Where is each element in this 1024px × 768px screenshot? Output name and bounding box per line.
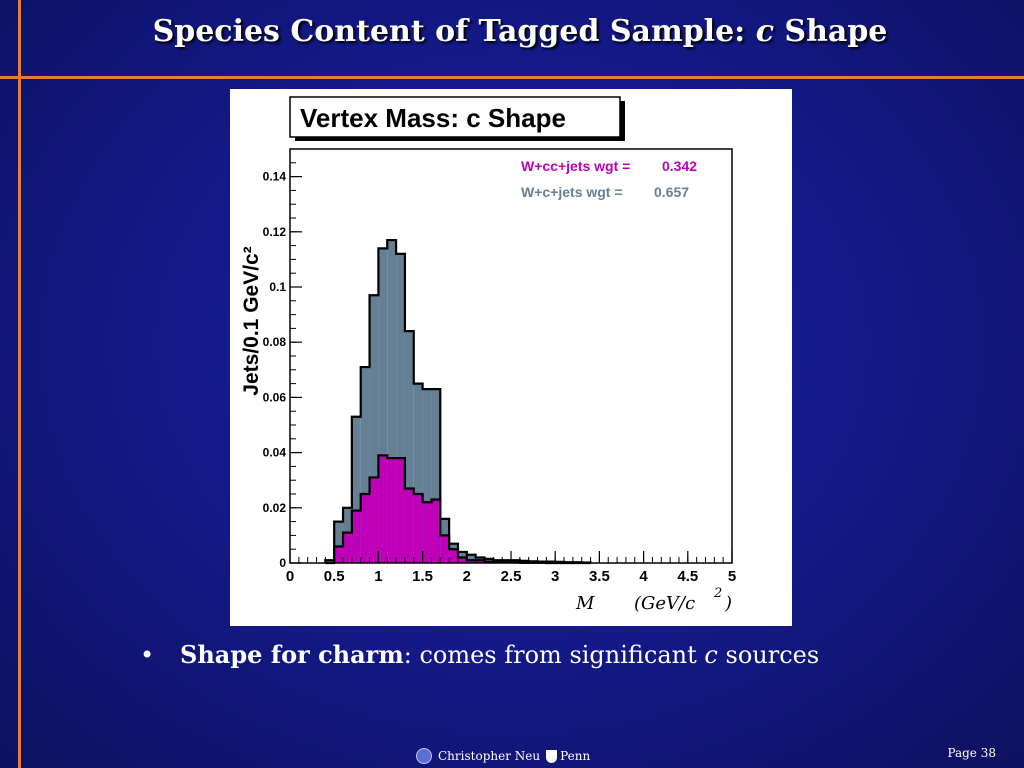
- y-tick-label: 0.04: [263, 446, 287, 460]
- legend-c-label: W+c+jets wgt =: [521, 184, 623, 200]
- cc-bin: [457, 557, 467, 563]
- total-bin: [413, 383, 423, 563]
- y-tick-label: 0.14: [263, 170, 287, 184]
- cc-bin: [422, 502, 432, 563]
- legend-cc-label: W+cc+jets wgt =: [521, 158, 630, 174]
- cc-bin: [396, 458, 405, 563]
- page-number: Page 38: [947, 746, 996, 760]
- cc-bin: [351, 510, 361, 563]
- cc-histogram: [325, 454, 591, 565]
- y-tick-label: 0.02: [263, 501, 287, 515]
- x-tick-label: 2: [463, 568, 471, 585]
- cc-bin: [404, 488, 414, 563]
- bullet-point: • Shape for charm: comes from significant…: [140, 640, 819, 669]
- bullet-bold-text: Shape for charm: [180, 640, 404, 669]
- title-box: [289, 96, 621, 138]
- bullet-marker: •: [140, 641, 155, 669]
- x-tick-label: 4.5: [677, 568, 698, 585]
- x-axis-label-var: M: [575, 593, 595, 614]
- x-tick-label: 0.5: [324, 568, 345, 585]
- y-axis: 0 0.02 0.04 0.06 0.08 0.1 0.12 0.14: [263, 148, 302, 570]
- slide-title: Species Content of Tagged Sample: c Shap…: [152, 14, 888, 49]
- total-bin: [360, 367, 370, 563]
- footer-author: Christopher Neu Penn: [416, 748, 590, 764]
- total-bin: [404, 331, 414, 563]
- y-tick-label: 0: [279, 556, 286, 570]
- total-bin: [431, 389, 441, 563]
- bullet-tail-text: sources: [717, 641, 820, 669]
- total-bin: [334, 521, 344, 563]
- bullet-text: : comes from significant: [403, 641, 705, 669]
- cc-bin: [378, 455, 388, 563]
- cc-bin: [440, 535, 450, 563]
- cc-bin: [449, 549, 458, 563]
- cc-bin: [343, 532, 352, 563]
- total-bin: [387, 240, 397, 563]
- cc-bin: [431, 499, 441, 563]
- cc-bin: [369, 477, 379, 563]
- y-tick-label: 0.08: [263, 335, 287, 349]
- penn-logo: Penn: [546, 749, 590, 763]
- x-tick-label: 5: [728, 568, 736, 585]
- y-tick-label: 0.1: [269, 280, 286, 294]
- x-axis: 0 0.5 1 1.5 2 2.5 3 3.5 4 4.5 5: [286, 551, 736, 585]
- x-axis-label-close: ): [724, 593, 732, 614]
- x-tick-label: 1.5: [412, 568, 433, 585]
- x-axis-label-unit: (GeV/c: [634, 593, 695, 614]
- total-bin: [378, 248, 388, 564]
- legend-c-value: 0.657: [654, 184, 689, 200]
- x-axis-label-sup: 2: [713, 586, 722, 601]
- y-tick-label: 0.06: [263, 390, 287, 404]
- x-tick-label: 0: [286, 568, 294, 585]
- y-axis-label: Jets/0.1 GeV/c²: [240, 246, 263, 395]
- shield-icon: [546, 749, 558, 763]
- title-underline: [0, 76, 1024, 79]
- cc-bin: [466, 560, 476, 563]
- cc-bin: [334, 546, 344, 563]
- legend-cc-value: 0.342: [662, 158, 697, 174]
- x-tick-label: 4: [639, 568, 648, 585]
- x-tick-label: 3.5: [589, 568, 610, 585]
- total-bin: [325, 560, 335, 563]
- y-tick-label: 0.12: [263, 225, 287, 239]
- cc-bin: [360, 494, 370, 563]
- x-tick-label: 2.5: [501, 568, 522, 585]
- chart-title: Vertex Mass: c Shape: [300, 103, 566, 133]
- total-bin: [369, 295, 379, 563]
- cc-bin: [387, 458, 397, 563]
- x-tick-label: 3: [551, 568, 559, 585]
- histogram-plot: 0 0.02 0.04 0.06 0.08 0.1 0.12 0.14 0 0.5 1 1.5 2 2.…: [230, 89, 792, 626]
- total-bin: [422, 389, 432, 563]
- bullet-italic-text: c: [704, 641, 718, 669]
- cc-bin: [475, 560, 485, 563]
- total-bin: [351, 416, 361, 563]
- total-bin: [466, 554, 476, 563]
- left-accent-line: [18, 0, 21, 768]
- x-tick-label: 1: [374, 568, 382, 585]
- author-name: Christopher Neu: [438, 749, 541, 763]
- histogram-svg: 0 0.02 0.04 0.06 0.08 0.1 0.12 0.14 0 0.5 1 1.5 2 2.…: [240, 96, 736, 614]
- cc-bin: [413, 494, 423, 563]
- total-bin: [396, 253, 405, 563]
- university-seal-icon: [416, 748, 432, 764]
